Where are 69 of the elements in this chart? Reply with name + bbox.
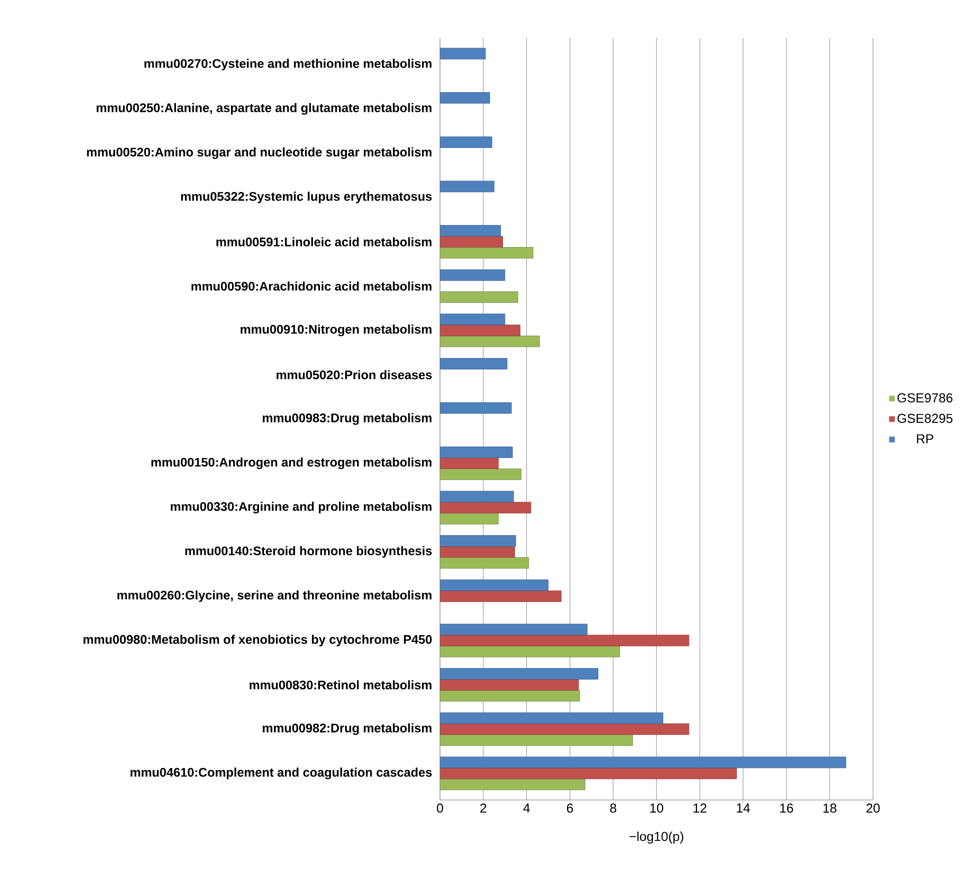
y-tick-label: mmu00250:Alanine, aspartate and glutamate metabolism xyxy=(96,103,432,115)
bar xyxy=(440,590,562,602)
bar xyxy=(440,247,534,258)
bar xyxy=(440,634,690,646)
bar xyxy=(440,734,633,746)
x-tick-label: 18 xyxy=(823,804,836,813)
y-tick-label: mmu05020:Prion diseases xyxy=(276,370,432,380)
bar xyxy=(440,446,513,458)
x-axis-title: −log10(p) xyxy=(630,832,684,844)
bar xyxy=(440,180,494,192)
bar xyxy=(440,679,579,691)
bar xyxy=(440,225,501,236)
bar xyxy=(440,336,540,348)
y-tick-label: mmu00270:Cysteine and methionine metabolism xyxy=(144,58,432,70)
bar xyxy=(440,778,586,790)
x-tick-label: 0 xyxy=(436,804,444,813)
x-tick-label: 2 xyxy=(480,804,486,813)
bar xyxy=(440,458,499,470)
bar xyxy=(440,535,516,547)
y-tick-label: mmu00591:Linoleic acid metabolism xyxy=(216,237,432,246)
bar xyxy=(440,646,620,658)
y-tick-label: mmu00830:Retinol metabolism xyxy=(250,680,432,690)
bar xyxy=(440,512,499,524)
y-tick-label: mmu00980:Metabolism of xenobiotics by cytochrome P450 xyxy=(84,634,432,646)
y-tick-label: mmu00982:Drug metabolism xyxy=(262,723,432,735)
bar xyxy=(440,358,508,370)
bar xyxy=(440,236,503,248)
bar xyxy=(440,502,532,514)
x-tick-label: 10 xyxy=(650,804,664,813)
x-tick-label: 8 xyxy=(610,804,616,813)
bar xyxy=(440,291,518,303)
bar xyxy=(440,768,737,780)
bar xyxy=(440,756,846,768)
bar xyxy=(440,557,529,569)
bar xyxy=(440,468,522,480)
y-tick-label: mmu00150:Androgen and estrogen metabolism xyxy=(151,457,432,470)
x-tick-label: 14 xyxy=(736,804,750,812)
bar xyxy=(440,490,514,502)
legend-label: GSE9786 xyxy=(898,393,952,402)
bar xyxy=(440,48,486,60)
x-tick-label: 16 xyxy=(780,804,794,813)
bar xyxy=(440,668,598,680)
y-tick-label: mmu00520:Amino sugar and nucleotide sugar metabolism xyxy=(87,147,432,160)
y-tick-label: mmu00330:Arginine and proline metabolism xyxy=(170,502,432,514)
y-tick-label: mmu00260:Glycine, serine and threonine metabolism xyxy=(117,590,432,602)
bar xyxy=(440,624,588,636)
bar xyxy=(440,324,520,336)
y-tick-label: mmu05322:Systemic lupus erythematosus xyxy=(181,192,432,204)
bar xyxy=(440,690,580,702)
legend-label: GSE8295 xyxy=(898,414,952,423)
y-tick-label: mmu00140:Steroid hormone biosynthesis xyxy=(185,546,432,558)
legend-label: RP xyxy=(916,434,934,444)
bar xyxy=(440,723,690,735)
bar xyxy=(440,546,515,558)
x-tick-label: 12 xyxy=(694,804,706,813)
bar xyxy=(440,92,490,104)
y-tick-label: mmu00983:Drug metabolism xyxy=(262,413,432,425)
x-tick-label: 20 xyxy=(866,804,880,813)
bar xyxy=(440,136,492,148)
bar xyxy=(440,580,548,591)
bar xyxy=(440,712,664,724)
x-tick-label: 4 xyxy=(523,804,530,812)
y-tick-label: mmu04610:Complement and coagulation cascades xyxy=(130,768,432,780)
bar xyxy=(440,402,512,414)
bar xyxy=(440,269,506,281)
x-tick-label: 6 xyxy=(566,804,573,813)
bar xyxy=(440,314,506,326)
y-tick-label: mmu00910:Nitrogen metabolism xyxy=(240,324,432,336)
y-tick-label: mmu00590:Arachidonic acid metabolism xyxy=(192,282,432,291)
